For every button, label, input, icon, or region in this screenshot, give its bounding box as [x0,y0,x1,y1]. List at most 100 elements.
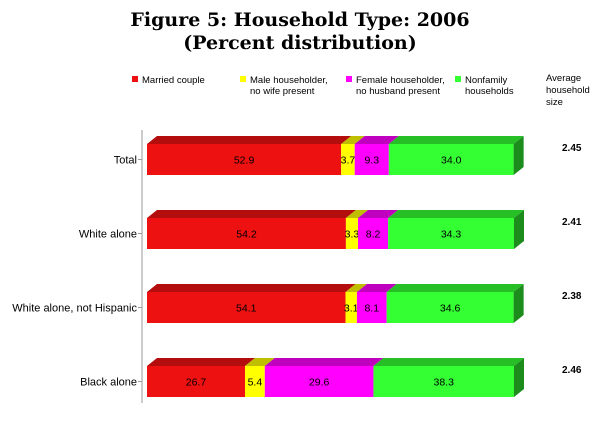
bar-top-face [386,284,524,292]
bar-front-face [147,218,346,249]
bar-front-face [388,144,514,175]
chart-subtitle: (Percent distribution) [183,32,417,54]
chart-title: Figure 5: Household Type: 2006 [130,9,470,31]
bar-segment-married-couple: 26.7 [147,358,255,397]
bar-side-face [514,210,524,249]
bar-row-white-alone-not-hispanic: White alone, not Hispanic 54.1 3.1 8.1 34.6 2… [12,284,582,323]
legend-label-male-householder-no-wife-present: no wife present [250,86,315,97]
bar-segment-female-householder-no-husband-present: 8.1 [356,284,397,323]
bar-segment-married-couple: 54.1 [147,284,356,323]
bar-row-total: Total 52.9 3.7 9.3 34.0 2.45 [114,136,582,175]
bar-top-face [244,358,275,366]
avg-size-header-line: size [546,97,563,108]
bar-top-face [388,136,524,144]
bar-front-face [264,366,374,397]
legend-label-nonfamily-households: households [465,86,514,97]
bar-front-face [147,366,245,397]
legend-swatch-male-householder-no-wife-present [240,76,246,82]
bar-front-face [147,144,342,175]
bar-top-face [356,284,397,292]
bar-front-face [356,292,387,323]
bar-row-black-alone: Black alone 26.7 5.4 29.6 38.3 2.46 [80,358,582,397]
legend-swatch-female-householder-no-husband-present [346,76,352,82]
bar-segment-nonfamily-households: 34.3 [388,210,524,249]
avg-size-header-line: household [546,85,590,96]
bar-side-face [513,136,524,175]
bar-segment-female-householder-no-husband-present: 8.2 [358,210,399,249]
avg-household-size-value: 2.46 [562,365,582,376]
bar-front-face [386,292,514,323]
bar-top-face [147,284,356,292]
bar-segment-nonfamily-households: 34.0 [388,136,524,175]
bar-row-white-alone: White alone 54.2 3.3 8.2 34.3 2.41 [79,210,582,249]
bar-front-face [358,218,389,249]
bar-top-face [358,210,399,218]
legend-label-male-householder-no-wife-present: Male householder, [250,75,328,86]
bar-top-face [373,358,524,366]
avg-household-size-value: 2.45 [562,143,582,154]
data-label-female-householder-no-husband-present: 8.2 [366,229,381,241]
bar-top-face [264,358,384,366]
bar-top-face [147,210,356,218]
bar-segment-male-householder-no-wife-present: 3.1 [344,284,367,323]
bar-front-face [345,292,357,323]
avg-household-size-value: 2.38 [562,291,582,302]
data-label-male-householder-no-wife-present: 3.7 [341,155,356,167]
data-label-male-householder-no-wife-present: 3.1 [344,303,359,315]
data-label-married-couple: 54.1 [236,303,257,315]
category-label: White alone, not Hispanic [12,303,137,315]
bar-front-face [388,218,514,249]
legend-label-married-couple: Married couple [142,75,205,86]
bar-top-face [388,210,524,218]
category-label: Total [114,155,137,167]
legend-label-female-householder-no-husband-present: no husband present [356,86,440,97]
data-label-nonfamily-households: 34.3 [441,229,462,241]
data-label-female-householder-no-husband-present: 29.6 [309,377,330,389]
legend: Married couple Male householder,no wife p… [132,75,514,97]
bar-front-face [373,366,514,397]
data-label-married-couple: 26.7 [186,377,207,389]
data-label-female-householder-no-husband-present: 8.1 [364,303,379,315]
avg-size-header-line: Average [546,73,581,84]
bar-top-face [345,284,367,292]
bar-side-face [514,358,524,397]
data-label-nonfamily-households: 34.6 [440,303,461,315]
bar-segment-male-householder-no-wife-present: 3.7 [341,136,365,175]
bar-front-face [147,292,346,323]
bar-segment-female-householder-no-husband-present: 9.3 [354,136,399,175]
bar-top-face [354,136,399,144]
bar-segment-nonfamily-households: 34.6 [386,284,524,323]
data-label-nonfamily-households: 34.0 [441,155,462,167]
bar-segment-married-couple: 54.2 [147,210,356,249]
legend-label-nonfamily-households: Nonfamily [465,75,507,86]
data-label-male-householder-no-wife-present: 5.4 [248,377,263,389]
data-label-male-householder-no-wife-present: 3.3 [345,229,360,241]
data-label-married-couple: 52.9 [234,155,255,167]
bar-front-face [244,366,265,397]
bar-segment-nonfamily-households: 38.3 [373,358,524,397]
bar-top-face [341,136,365,144]
bar-segment-female-householder-no-husband-present: 29.6 [264,358,384,397]
bar-front-face [354,144,389,175]
bar-front-face [345,218,359,249]
bar-top-face [147,136,352,144]
bar-top-face [345,210,369,218]
data-label-female-householder-no-husband-present: 9.3 [364,155,379,167]
bar-top-face [147,358,255,366]
bar-side-face [513,284,524,323]
data-label-nonfamily-households: 38.3 [434,377,455,389]
category-label: Black alone [80,377,137,389]
bar-front-face [341,144,355,175]
category-label: White alone [79,229,137,241]
avg-household-size-value: 2.41 [562,217,582,228]
legend-swatch-nonfamily-households [455,76,461,82]
legend-label-female-householder-no-husband-present: Female householder, [356,75,445,86]
data-label-married-couple: 54.2 [236,229,257,241]
legend-swatch-married-couple [132,76,138,82]
bar-segment-male-householder-no-wife-present: 3.3 [345,210,369,249]
bar-segment-male-householder-no-wife-present: 5.4 [244,358,275,397]
bar-segment-married-couple: 52.9 [147,136,352,175]
